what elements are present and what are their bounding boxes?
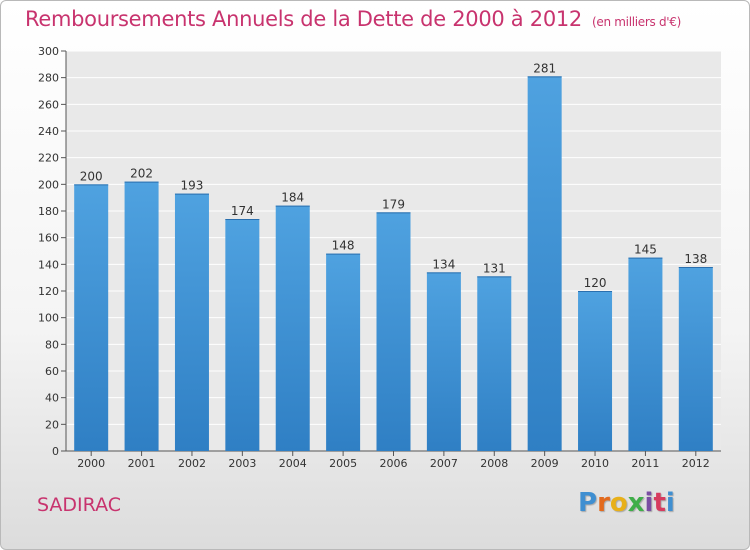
logo-letter: t — [653, 488, 666, 518]
data-label: 134 — [432, 257, 455, 271]
bar-2010 — [578, 291, 613, 451]
proxiti-logo: Proxiti — [578, 488, 675, 518]
x-tick-label: 2012 — [682, 457, 710, 470]
bar-2007 — [426, 272, 461, 451]
bar-2002 — [174, 193, 209, 451]
x-tick-label: 2008 — [480, 457, 508, 470]
y-tick-label: 80 — [45, 338, 59, 351]
data-label: 193 — [181, 179, 204, 193]
y-tick-label: 240 — [38, 125, 59, 138]
bar-2004 — [275, 205, 310, 451]
y-tick-label: 160 — [38, 232, 59, 245]
bar-2012 — [678, 267, 713, 451]
y-tick-label: 120 — [38, 285, 59, 298]
data-label: 184 — [281, 191, 304, 205]
bar-2001 — [124, 181, 159, 451]
bar-2005 — [326, 253, 361, 451]
logo-letter: i — [665, 488, 675, 518]
chart-title: Remboursements Annuels de la Dette de 20… — [25, 7, 681, 31]
title-unit: (en milliers d'€) — [592, 15, 682, 29]
x-tick-label: 2010 — [581, 457, 609, 470]
x-tick-label: 2001 — [128, 457, 156, 470]
x-tick-label: 2004 — [279, 457, 307, 470]
y-tick-label: 220 — [38, 152, 59, 165]
y-tick-label: 60 — [45, 365, 59, 378]
bar-2006 — [376, 212, 411, 451]
y-tick-label: 180 — [38, 205, 59, 218]
logo-letter: r — [597, 488, 610, 518]
y-tick-label: 0 — [52, 445, 59, 458]
logo-letter: i — [644, 488, 654, 518]
logo-letter: x — [627, 488, 645, 518]
data-label: 179 — [382, 197, 405, 211]
logo-letter: o — [609, 488, 628, 518]
data-label: 202 — [130, 167, 153, 181]
bar-2009 — [527, 76, 562, 451]
y-tick-label: 140 — [38, 258, 59, 271]
data-label: 174 — [231, 204, 254, 218]
data-label: 145 — [634, 243, 657, 257]
data-label: 131 — [483, 261, 506, 275]
data-label: 148 — [332, 239, 355, 253]
title-text: Remboursements Annuels de la Dette de 20… — [25, 7, 582, 31]
x-tick-label: 2009 — [531, 457, 559, 470]
y-tick-label: 260 — [38, 98, 59, 111]
x-tick-label: 2011 — [631, 457, 659, 470]
x-tick-label: 2006 — [380, 457, 408, 470]
data-label: 120 — [584, 276, 607, 290]
x-tick-label: 2007 — [430, 457, 458, 470]
y-tick-label: 20 — [45, 418, 59, 431]
x-tick-label: 2002 — [178, 457, 206, 470]
place-name: SADIRAC — [37, 494, 122, 516]
bar-2000 — [74, 184, 109, 452]
logo-letter: P — [578, 488, 598, 518]
bar-2008 — [477, 276, 512, 451]
data-label: 138 — [684, 252, 707, 266]
y-tick-label: 300 — [38, 45, 59, 58]
data-label: 281 — [533, 61, 556, 75]
y-tick-label: 280 — [38, 72, 59, 85]
x-tick-label: 2005 — [329, 457, 357, 470]
x-tick-label: 2003 — [228, 457, 256, 470]
y-tick-label: 40 — [45, 392, 59, 405]
x-tick-label: 2000 — [77, 457, 105, 470]
bar-2003 — [225, 219, 260, 451]
y-tick-label: 200 — [38, 178, 59, 191]
bar-2011 — [628, 257, 663, 451]
data-label: 200 — [80, 169, 103, 183]
y-tick-label: 100 — [38, 312, 59, 325]
